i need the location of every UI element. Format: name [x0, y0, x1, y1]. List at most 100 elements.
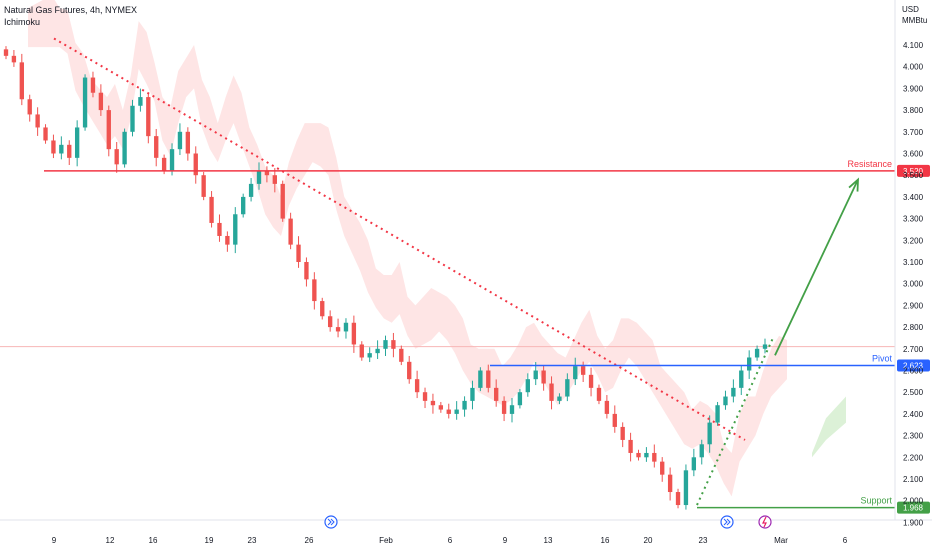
candle-body[interactable] [177, 131, 183, 150]
candle-body[interactable] [438, 405, 444, 410]
candle-body[interactable] [209, 196, 214, 223]
candle-body[interactable] [612, 413, 617, 427]
candle-body[interactable] [644, 452, 649, 458]
candle-body[interactable] [288, 218, 293, 245]
candle-body[interactable] [343, 322, 349, 332]
candle-body[interactable] [509, 405, 515, 414]
candle-body[interactable] [106, 110, 111, 150]
candle-body[interactable] [11, 55, 17, 63]
candle-body[interactable] [628, 439, 633, 453]
candle-body[interactable] [707, 422, 712, 445]
candle-body[interactable] [549, 383, 554, 401]
candle-body[interactable] [19, 62, 24, 100]
candle-body[interactable] [114, 149, 119, 165]
candle-body[interactable] [312, 279, 317, 302]
candle-body[interactable] [351, 322, 357, 345]
candle-body[interactable] [161, 157, 167, 171]
candle-body[interactable] [430, 400, 436, 406]
candle-body[interactable] [486, 370, 491, 388]
candle-body[interactable] [304, 262, 309, 280]
candle-body[interactable] [359, 344, 364, 358]
candle-body[interactable] [580, 366, 586, 375]
candle-body[interactable] [407, 361, 412, 380]
candle-body[interactable] [35, 114, 40, 128]
candle-body[interactable] [169, 149, 175, 171]
candle-body[interactable] [280, 183, 285, 219]
candle-body[interactable] [470, 387, 475, 401]
candle-body[interactable] [193, 153, 198, 176]
candle-body[interactable] [138, 97, 143, 106]
candle-body[interactable] [573, 366, 578, 380]
candle-body[interactable] [723, 396, 728, 406]
candle-body[interactable] [201, 175, 206, 197]
candle-body[interactable] [399, 348, 404, 362]
candle-body[interactable] [652, 452, 657, 462]
candle-body[interactable] [248, 183, 254, 197]
candle-body[interactable] [367, 353, 372, 358]
candle-body[interactable] [454, 409, 459, 414]
candle-body[interactable] [478, 370, 483, 388]
candle-body[interactable] [762, 344, 768, 349]
candle-body[interactable] [557, 396, 562, 401]
news-icon[interactable] [720, 515, 734, 529]
candle-body[interactable] [241, 196, 246, 215]
candle-body[interactable] [541, 370, 546, 384]
candle-body[interactable] [604, 400, 610, 414]
candle-body[interactable] [715, 405, 720, 423]
candle-body[interactable] [494, 387, 499, 401]
candle-body[interactable] [501, 400, 507, 414]
candle-body[interactable] [256, 170, 262, 184]
candle-body[interactable] [533, 370, 538, 380]
candle-body[interactable] [122, 131, 127, 165]
candle-body[interactable] [383, 340, 388, 349]
news-icon[interactable] [324, 515, 338, 529]
candle-body[interactable] [422, 392, 428, 401]
candle-body[interactable] [233, 214, 238, 245]
candle-body[interactable] [67, 144, 72, 158]
candle-body[interactable] [272, 175, 277, 184]
candle-body[interactable] [691, 457, 697, 471]
candle-body[interactable] [754, 348, 760, 358]
candle-body[interactable] [620, 426, 625, 440]
candle-body[interactable] [27, 99, 32, 115]
candle-body[interactable] [335, 327, 341, 332]
candle-body[interactable] [146, 97, 151, 137]
candle-body[interactable] [51, 140, 56, 154]
candle-body[interactable] [660, 461, 665, 475]
candle-body[interactable] [731, 387, 736, 397]
candle-body[interactable] [391, 340, 396, 349]
candle-body[interactable] [3, 49, 9, 56]
candle-body[interactable] [747, 357, 752, 371]
candle-body[interactable] [130, 105, 135, 132]
candle-body[interactable] [675, 492, 681, 506]
candle-body[interactable] [59, 144, 64, 154]
candle-body[interactable] [414, 379, 420, 393]
candle-body[interactable] [296, 244, 301, 262]
candle-body[interactable] [565, 379, 570, 397]
candle-body[interactable] [185, 131, 191, 154]
candle-body[interactable] [320, 301, 325, 317]
candle-body[interactable] [154, 136, 159, 158]
candle-body[interactable] [225, 235, 230, 245]
symbol-title[interactable]: Natural Gas Futures, 4h, NYMEX [4, 5, 138, 15]
candle-body[interactable] [596, 387, 602, 401]
candle-body[interactable] [264, 170, 270, 176]
candle-body[interactable] [446, 409, 451, 414]
candle-body[interactable] [667, 474, 673, 493]
flash-icon[interactable] [758, 515, 772, 529]
candle-body[interactable] [217, 222, 222, 236]
candle-body[interactable] [98, 92, 104, 111]
candle-body[interactable] [82, 77, 88, 128]
candle-body[interactable] [517, 392, 523, 406]
candle-body[interactable] [699, 444, 704, 458]
candle-body[interactable] [588, 374, 594, 388]
candle-body[interactable] [327, 316, 333, 328]
indicator-label[interactable]: Ichimoku [4, 17, 41, 27]
candle-body[interactable] [525, 379, 530, 393]
candle-body[interactable] [462, 400, 467, 410]
candle-body[interactable] [683, 470, 689, 506]
candle-body[interactable] [375, 348, 380, 354]
candle-body[interactable] [43, 127, 48, 141]
candle-body[interactable] [739, 370, 744, 388]
